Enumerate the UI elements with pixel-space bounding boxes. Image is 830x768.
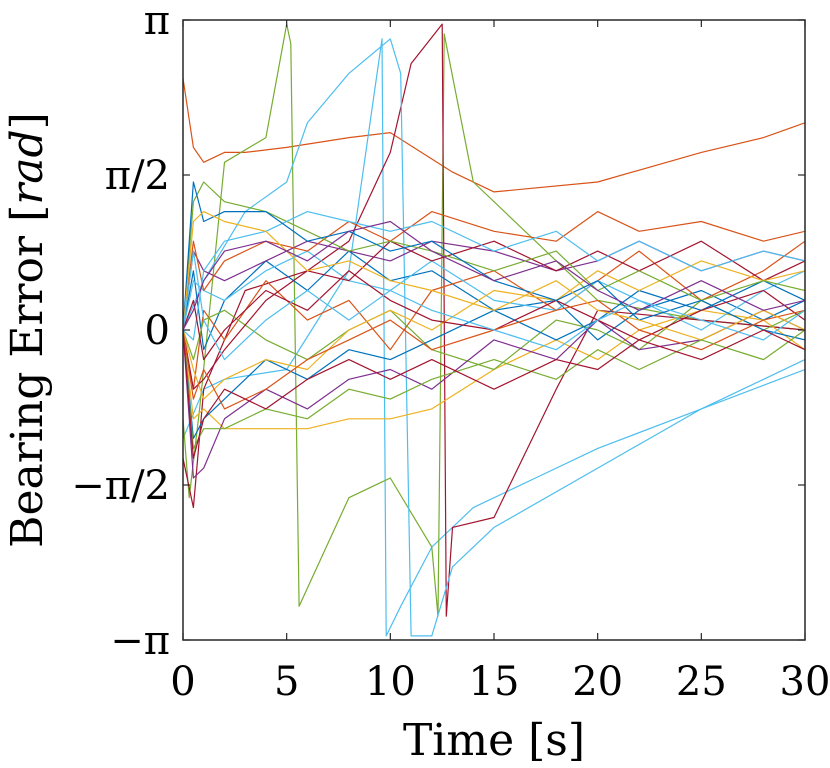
series-layer — [183, 23, 805, 637]
series-line-5 — [183, 38, 805, 637]
series-line-19 — [183, 270, 805, 361]
y-tick-label: −π — [110, 618, 170, 664]
series-line-22 — [183, 211, 805, 341]
y-tick-label: π — [144, 0, 170, 44]
x-tick-label: 20 — [572, 659, 623, 705]
series-line-2 — [183, 38, 805, 637]
series-line-26 — [183, 329, 805, 459]
series-line-11 — [183, 250, 805, 331]
y-tick-label: −π/2 — [71, 463, 170, 509]
series-line-16 — [183, 309, 805, 479]
x-tick-label: 5 — [274, 659, 299, 705]
y-axis-label-suffix: ] — [2, 112, 53, 129]
series-line-23 — [183, 220, 805, 331]
x-tick-label: 15 — [469, 659, 520, 705]
tick-layer: 0 5 10 15 20 25 30 −π −π/2 0 π/2 π — [71, 0, 830, 705]
y-axis-label: Bearing Error [rad] — [2, 112, 53, 548]
series-line-18 — [183, 211, 805, 341]
y-axis-label-unit: rad — [2, 129, 53, 204]
series-line-3 — [183, 23, 805, 617]
series-line-25 — [183, 250, 805, 361]
x-axis-label: Time [s] — [403, 715, 585, 766]
y-axis-label-prefix: Bearing Error [ — [2, 205, 53, 548]
y-tick-label: 0 — [145, 308, 170, 354]
series-line-13 — [183, 280, 805, 440]
series-line-8 — [183, 309, 805, 430]
x-tick-label: 0 — [170, 659, 195, 705]
series-line-21 — [183, 299, 805, 410]
y-tick-label: π/2 — [105, 153, 170, 199]
series-line-1 — [183, 78, 805, 193]
x-tick-label: 30 — [780, 659, 830, 705]
x-tick-label: 10 — [365, 659, 416, 705]
series-line-24 — [183, 329, 805, 449]
x-tick-label: 25 — [676, 659, 727, 705]
